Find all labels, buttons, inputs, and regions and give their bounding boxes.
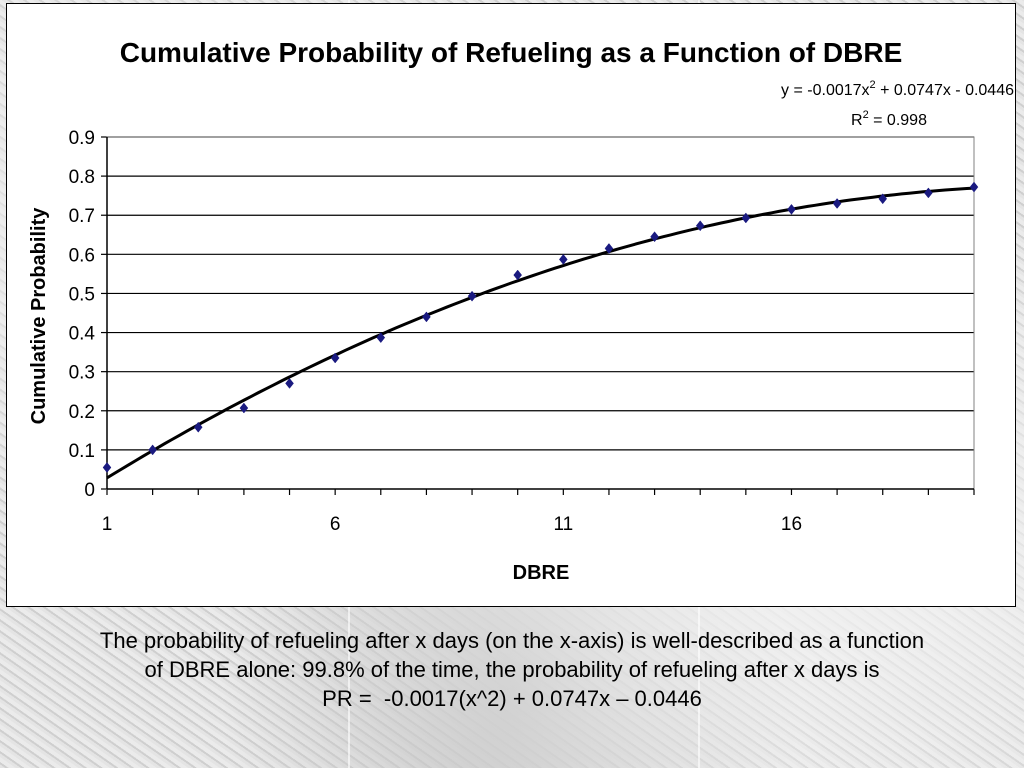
y-tick-label: 0.6	[69, 245, 95, 266]
data-point	[650, 231, 659, 243]
y-tick-label: 0.9	[69, 128, 95, 149]
data-point	[787, 203, 796, 215]
y-tick-label: 0.7	[69, 206, 95, 227]
data-points	[102, 181, 979, 473]
y-tick-label: 0.3	[69, 363, 95, 384]
data-point	[513, 269, 523, 281]
caption-line-2: of DBRE alone: 99.8% of the time, the pr…	[144, 657, 880, 682]
y-axis-title: Cumulative Probability	[28, 207, 50, 425]
data-point	[558, 254, 568, 265]
x-axis-ticks: 1 6 11 16	[102, 489, 975, 535]
x-tick-label: 6	[330, 514, 341, 535]
data-point	[741, 212, 751, 224]
y-tick-label: 0.8	[69, 167, 95, 188]
data-point	[376, 332, 386, 344]
y-tick-label: 0.4	[69, 324, 96, 345]
caption: The probability of refueling after x day…	[10, 626, 1014, 713]
chart-title: Cumulative Probability of Refueling as a…	[120, 37, 903, 68]
gridlines	[101, 136, 974, 490]
trendline-equation: y = -0.0017x2 + 0.0747x - 0.0446	[781, 79, 1014, 99]
y-tick-label: 0.2	[69, 402, 95, 423]
data-point	[422, 311, 431, 323]
data-point	[695, 220, 705, 232]
y-tick-label: 0.1	[69, 441, 95, 462]
y-tick-label: 0	[84, 480, 95, 501]
x-tick-label: 1	[102, 514, 113, 535]
data-point	[924, 187, 933, 199]
chart-frame: Cumulative Probability of Refueling as a…	[6, 3, 1016, 607]
data-point	[239, 402, 249, 414]
y-tick-label: 0.5	[69, 284, 95, 305]
data-point	[604, 243, 614, 254]
x-tick-label: 11	[553, 514, 573, 535]
plot-area-border	[106, 136, 975, 490]
r-squared: R2 = 0.998	[851, 109, 927, 129]
data-point	[148, 444, 157, 456]
axes	[106, 136, 975, 490]
data-point	[969, 181, 979, 193]
data-point	[832, 198, 842, 209]
data-point	[878, 193, 888, 205]
caption-line-3: PR = -0.0017(x^2) + 0.0747x – 0.0446	[322, 686, 702, 711]
caption-line-1: The probability of refueling after x day…	[99, 628, 925, 653]
x-tick-label: 16	[781, 514, 802, 535]
data-point	[193, 421, 203, 433]
data-point	[102, 462, 112, 473]
data-point	[330, 352, 340, 364]
data-point	[467, 290, 477, 302]
trendline	[106, 186, 975, 480]
x-axis-title: DBRE	[513, 562, 570, 584]
y-axis-ticks: 0 0.1 0.2 0.3 0.4 0.5 0.6 0.7 0.8 0.9	[69, 128, 96, 501]
chart: Cumulative Probability of Refueling as a…	[28, 37, 1014, 584]
data-point	[285, 377, 294, 389]
